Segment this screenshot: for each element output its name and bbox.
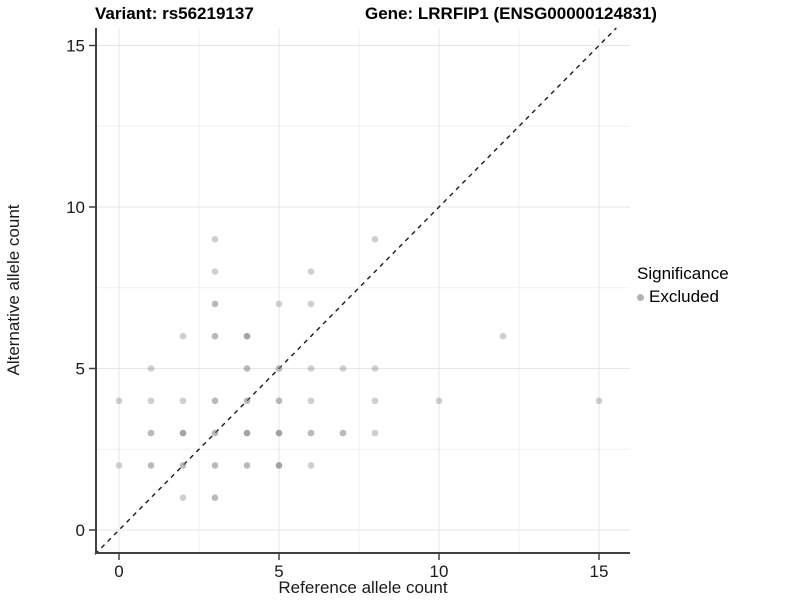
data-point [243, 462, 251, 469]
legend-title: Significance [637, 264, 729, 283]
data-point [275, 365, 283, 372]
data-point [115, 462, 123, 469]
data-point [275, 429, 283, 437]
x-tick-label: 10 [430, 562, 449, 581]
x-tick-label: 15 [590, 562, 609, 581]
data-point [435, 397, 443, 405]
data-point [595, 397, 603, 405]
data-point [211, 236, 219, 243]
y-tick-label: 10 [66, 198, 85, 217]
data-point [371, 429, 379, 437]
data-point [371, 365, 379, 372]
data-point [339, 365, 347, 372]
data-point [147, 462, 155, 469]
y-axis-title: Alternative allele count [4, 204, 23, 376]
data-point [147, 397, 155, 405]
data-point [179, 494, 187, 502]
data-point [211, 268, 219, 275]
y-tick-label: 0 [76, 521, 85, 540]
data-point [307, 365, 315, 372]
data-point [243, 365, 251, 372]
data-point [179, 332, 187, 340]
data-point [243, 429, 251, 437]
data-point [499, 332, 507, 340]
legend-item-excluded: Excluded [637, 287, 729, 307]
data-point [115, 397, 123, 405]
data-point [307, 429, 315, 437]
gene-title: Gene: LRRFIP1 (ENSG00000124831) [365, 4, 657, 23]
excluded-point-icon [637, 293, 644, 301]
x-tick-label: 5 [274, 562, 283, 581]
data-point [243, 332, 251, 340]
data-point [371, 397, 379, 405]
data-point [307, 462, 315, 469]
legend: Significance Excluded [637, 264, 729, 307]
data-point [307, 397, 315, 405]
data-point [211, 300, 219, 308]
variant-title: Variant: rs56219137 [95, 4, 254, 23]
data-point [307, 268, 315, 275]
data-point [147, 365, 155, 372]
legend-item-label: Excluded [649, 287, 719, 306]
identity-dashed-line [94, 27, 617, 555]
x-axis-title: Reference allele count [278, 578, 448, 597]
data-point [211, 332, 219, 340]
data-point [275, 397, 283, 405]
data-point [275, 300, 283, 308]
data-point [307, 300, 315, 308]
data-point [179, 462, 187, 469]
data-point [275, 462, 283, 469]
data-point [211, 494, 219, 502]
data-point [179, 397, 187, 405]
x-tick-label: 0 [114, 562, 123, 581]
data-point [147, 429, 155, 437]
data-point [339, 429, 347, 437]
data-point [211, 397, 219, 405]
data-point [211, 462, 219, 469]
y-tick-label: 15 [66, 37, 85, 56]
data-point [243, 397, 251, 405]
y-tick-label: 5 [76, 360, 85, 379]
data-point [179, 429, 187, 437]
data-point [211, 429, 219, 437]
data-point [371, 236, 379, 243]
